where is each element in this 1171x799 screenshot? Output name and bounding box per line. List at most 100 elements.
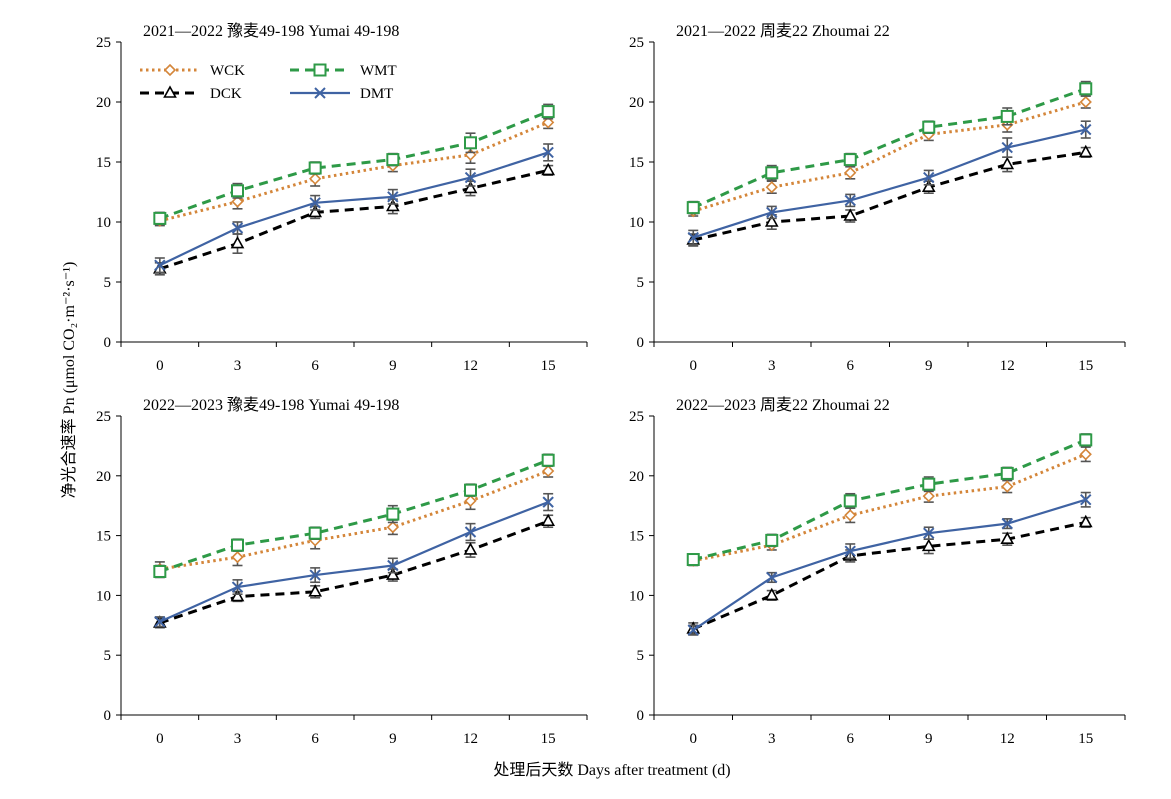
data-point xyxy=(1078,514,1093,528)
data-point xyxy=(231,538,244,552)
series-wmt xyxy=(153,103,555,226)
x-tick-label: 9 xyxy=(389,358,397,374)
data-point xyxy=(386,521,399,534)
data-point xyxy=(231,550,244,564)
legend-label: WMT xyxy=(360,63,397,79)
data-point xyxy=(687,624,699,636)
data-point xyxy=(1079,448,1092,461)
series-line xyxy=(159,501,549,623)
data-point xyxy=(766,206,778,219)
x-tick-label: 15 xyxy=(541,358,556,374)
legend-item-dmt: DMT xyxy=(290,86,393,102)
x-axis-label: 处理后天数 Days after treatment (d) xyxy=(493,761,730,779)
series-wmt xyxy=(686,433,1093,567)
data-point xyxy=(923,527,935,539)
legend-marker xyxy=(163,63,177,77)
data-point xyxy=(922,477,936,491)
data-point xyxy=(1001,480,1014,493)
y-axis-label: 净光合速率 Pn (μmol CO₂·m⁻²·s⁻¹) xyxy=(60,262,78,499)
series-line xyxy=(159,110,549,220)
x-tick-label: 15 xyxy=(1078,358,1093,374)
series-dck xyxy=(686,144,1093,247)
x-tick-label: 6 xyxy=(847,731,855,747)
data-point xyxy=(843,208,858,221)
data-point xyxy=(766,571,778,584)
y-tick-label: 25 xyxy=(629,409,644,425)
x-tick-label: 3 xyxy=(234,731,242,747)
legend-marker xyxy=(313,63,327,77)
x-tick-label: 0 xyxy=(156,358,164,374)
series-line xyxy=(692,150,1086,242)
series-line xyxy=(692,100,1087,213)
x-tick-label: 0 xyxy=(690,358,698,374)
data-point xyxy=(921,538,936,552)
data-point xyxy=(230,588,245,602)
data-point xyxy=(1079,95,1092,109)
data-point xyxy=(385,198,400,212)
data-point xyxy=(922,490,935,503)
legend-item-dck: DCK xyxy=(140,85,242,102)
y-tick-label: 5 xyxy=(104,648,112,664)
x-tick-label: 0 xyxy=(156,731,164,747)
panel-title: 2021—2022 豫麦49-198 Yumai 49-198 xyxy=(143,22,399,40)
chart-panel-2: 0 5 10 15 20 25 0 3 6 9 12 15 2021—2022 周麦22 Zhoumai… xyxy=(629,22,1126,374)
series-wmt xyxy=(686,80,1093,215)
y-tick-label: 10 xyxy=(96,588,111,604)
data-point xyxy=(154,616,166,628)
series-line xyxy=(159,458,549,573)
x-tick-label: 3 xyxy=(768,358,776,374)
data-point xyxy=(765,166,779,180)
data-point xyxy=(843,494,857,508)
data-point xyxy=(153,564,167,578)
series-dmt xyxy=(154,143,554,274)
y-tick-label: 10 xyxy=(629,588,644,604)
data-point xyxy=(386,153,400,167)
y-tick-label: 15 xyxy=(629,155,644,171)
series-dmt xyxy=(687,491,1092,636)
x-tick-label: 15 xyxy=(541,731,556,747)
legend-marker xyxy=(314,87,326,99)
series-dmt xyxy=(154,492,554,628)
data-point xyxy=(1080,494,1092,506)
y-tick-label: 0 xyxy=(637,335,645,351)
x-tick-label: 12 xyxy=(1000,358,1015,374)
data-point xyxy=(153,211,167,225)
data-point xyxy=(843,153,857,167)
y-tick-label: 5 xyxy=(104,275,112,291)
data-point xyxy=(844,509,857,522)
y-tick-label: 20 xyxy=(629,95,644,111)
x-tick-label: 12 xyxy=(463,358,478,374)
data-point xyxy=(1001,517,1013,530)
data-point xyxy=(231,195,244,208)
data-point xyxy=(1079,433,1093,447)
data-point xyxy=(386,507,400,521)
series-line xyxy=(159,469,549,571)
data-point xyxy=(230,235,245,249)
series-wck xyxy=(687,95,1092,218)
data-point xyxy=(686,553,700,567)
data-point xyxy=(385,567,400,580)
x-tick-label: 12 xyxy=(1000,731,1015,747)
data-point xyxy=(309,569,321,581)
data-point xyxy=(463,542,478,555)
x-tick-label: 15 xyxy=(1078,731,1093,747)
data-point xyxy=(541,162,556,176)
panel-title: 2022—2023 周麦22 Zhoumai 22 xyxy=(676,396,890,414)
y-tick-label: 0 xyxy=(104,708,112,724)
series-line xyxy=(159,121,549,223)
y-tick-label: 20 xyxy=(96,95,111,111)
data-point xyxy=(1000,466,1014,480)
y-tick-label: 15 xyxy=(96,529,111,545)
x-tick-label: 9 xyxy=(925,358,933,374)
data-point xyxy=(921,179,936,192)
x-tick-label: 0 xyxy=(690,731,698,747)
series-line xyxy=(692,128,1086,239)
data-point xyxy=(541,453,555,467)
x-tick-label: 3 xyxy=(234,358,242,374)
data-point xyxy=(231,581,244,593)
y-tick-label: 10 xyxy=(629,215,644,231)
y-tick-label: 25 xyxy=(96,409,111,425)
data-point xyxy=(844,545,856,557)
data-point xyxy=(542,146,554,159)
series-line xyxy=(692,498,1087,631)
